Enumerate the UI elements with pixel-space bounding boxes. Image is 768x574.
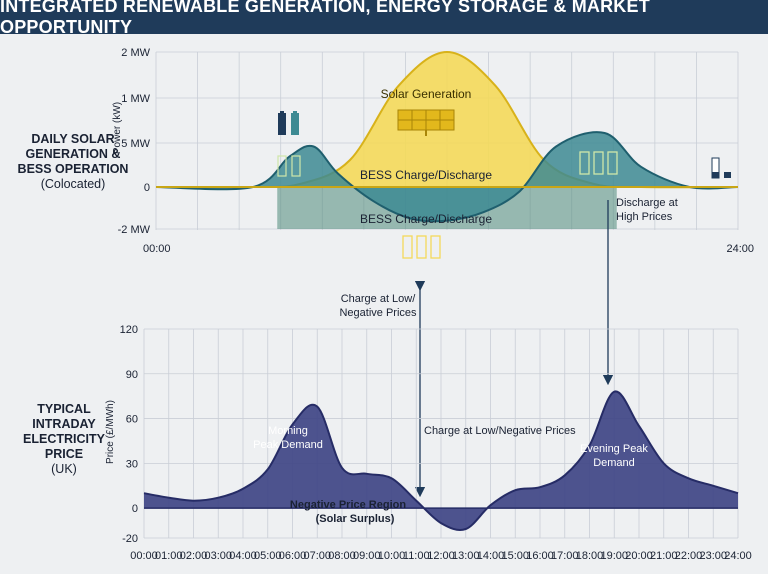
bottom-x-tick-label: 15:00: [501, 550, 529, 562]
top-y-tick-label: 2 MW: [121, 47, 150, 59]
solar-generation-label: Solar Generation: [381, 87, 472, 101]
top-y-tick-label: 5 MW: [121, 138, 150, 150]
morning-peak-line1: Morning: [268, 425, 308, 437]
discharge-note-line2: High Prices: [616, 211, 673, 223]
battery-icon-morning-top: [278, 111, 299, 135]
battery-icon-evening: [579, 151, 618, 175]
bottom-x-tick-label: 08:00: [328, 550, 356, 562]
morning-peak-line2: Peak Demand: [253, 439, 323, 451]
bottom-x-tick-label: 22:00: [675, 550, 703, 562]
bess-label-top: BESS Charge/Discharge: [360, 168, 492, 182]
solar-panel-icon: [397, 109, 455, 136]
bottom-side-line4: PRICE: [44, 447, 84, 461]
top-side-line2: GENERATION &: [25, 147, 121, 161]
negative-region-line2: (Solar Surplus): [316, 513, 395, 525]
bottom-x-tick-label: 18:00: [576, 550, 604, 562]
top-panel-side-label: DAILY SOLAR GENERATION & BESS OPERATION …: [8, 132, 138, 192]
bottom-x-tick-label: 16:00: [526, 550, 554, 562]
bottom-x-tick-label: 11:00: [403, 550, 430, 562]
bottom-x-tick-label: 19:00: [600, 550, 628, 562]
battery-icon-morning: [277, 155, 301, 177]
bottom-x-tick-label: 12:00: [427, 550, 455, 562]
bottom-chart-axes: -20 0 30 60 90 120 00:0001:0002:0003:0004:0005…: [105, 324, 752, 562]
bottom-side-line2: INTRADAY: [32, 417, 96, 431]
charge-note-line2: Negative Prices: [339, 307, 417, 319]
top-y-tick-label: 0: [144, 182, 150, 194]
bottom-x-tick-label: 09:00: [353, 550, 381, 562]
bottom-x-tick-label: 01:00: [155, 550, 183, 562]
bottom-x-tick-label: 24:00: [724, 550, 752, 562]
bottom-y-tick-label: 0: [132, 503, 138, 515]
bottom-panel-side-label: TYPICAL INTRADAY ELECTRICITY PRICE (UK): [8, 402, 120, 477]
negative-region-line1: Negative Price Region: [290, 499, 406, 511]
top-y-tick-label: 1 MW: [121, 93, 150, 105]
bottom-x-tick-label: 02:00: [180, 550, 208, 562]
top-x-tick-label: 00:00: [143, 243, 171, 255]
bottom-y-tick-label: 90: [126, 369, 138, 381]
top-chart-axes: 2 MW 1 MW 5 MW 0 -2 MW 00:00 24:00 Power (kW): [112, 47, 754, 255]
bess-line: [155, 131, 739, 223]
bottom-y-axis-label: Price (£/MWh): [105, 400, 116, 464]
bottom-x-tick-label: 10:00: [378, 550, 406, 562]
top-y-tick-label: -2 MW: [118, 224, 151, 236]
charge-note-bottom: Charge at Low/Negative Prices: [424, 425, 576, 437]
bottom-x-tick-label: 03:00: [204, 550, 232, 562]
top-y-axis-label: Power (kW): [112, 102, 123, 154]
bottom-chart-series: [143, 390, 739, 532]
discharge-note-line1: Discharge at: [616, 197, 678, 209]
bottom-y-tick-label: 60: [126, 414, 138, 426]
bottom-y-tick-label: -20: [122, 533, 138, 545]
bottom-x-tick-label: 04:00: [229, 550, 257, 562]
bottom-side-sub: (UK): [51, 462, 77, 476]
bottom-x-tick-label: 17:00: [551, 550, 579, 562]
bottom-side-line3: ELECTRICITY: [23, 432, 105, 446]
bottom-x-tick-label: 21:00: [650, 550, 678, 562]
bottom-x-tick-label: 07:00: [303, 550, 331, 562]
bottom-x-tick-label: 05:00: [254, 550, 282, 562]
battery-icon-midday: [402, 235, 441, 259]
bottom-x-tick-label: 13:00: [452, 550, 480, 562]
top-side-line1: DAILY SOLAR: [31, 132, 115, 146]
bottom-y-tick-label: 30: [126, 458, 138, 470]
top-side-line3: BESS OPERATION: [17, 162, 129, 176]
bottom-side-line1: TYPICAL: [37, 402, 91, 416]
price-line: [143, 390, 739, 532]
top-x-tick-label: 24:00: [726, 243, 754, 255]
bess-label-bottom: BESS Charge/Discharge: [360, 212, 492, 226]
bottom-x-tick-label: 14:00: [477, 550, 505, 562]
top-side-sub: (Colocated): [40, 177, 106, 191]
bottom-y-tick-label: 120: [120, 324, 138, 336]
bess-area: [156, 132, 738, 222]
bottom-x-tick-label: 20:00: [625, 550, 653, 562]
evening-peak-line2: Demand: [593, 457, 635, 469]
battery-icon-night: [711, 157, 731, 179]
bottom-x-tick-label: 06:00: [279, 550, 307, 562]
bottom-x-tick-label: 00:00: [130, 550, 158, 562]
page-title: INTEGRATED RENEWABLE GENERATION, ENERGY …: [0, 0, 768, 37]
evening-peak-line1: Evening Peak: [580, 443, 648, 455]
charge-note-line1: Charge at Low/: [341, 293, 417, 305]
bottom-x-tick-label: 23:00: [699, 550, 727, 562]
